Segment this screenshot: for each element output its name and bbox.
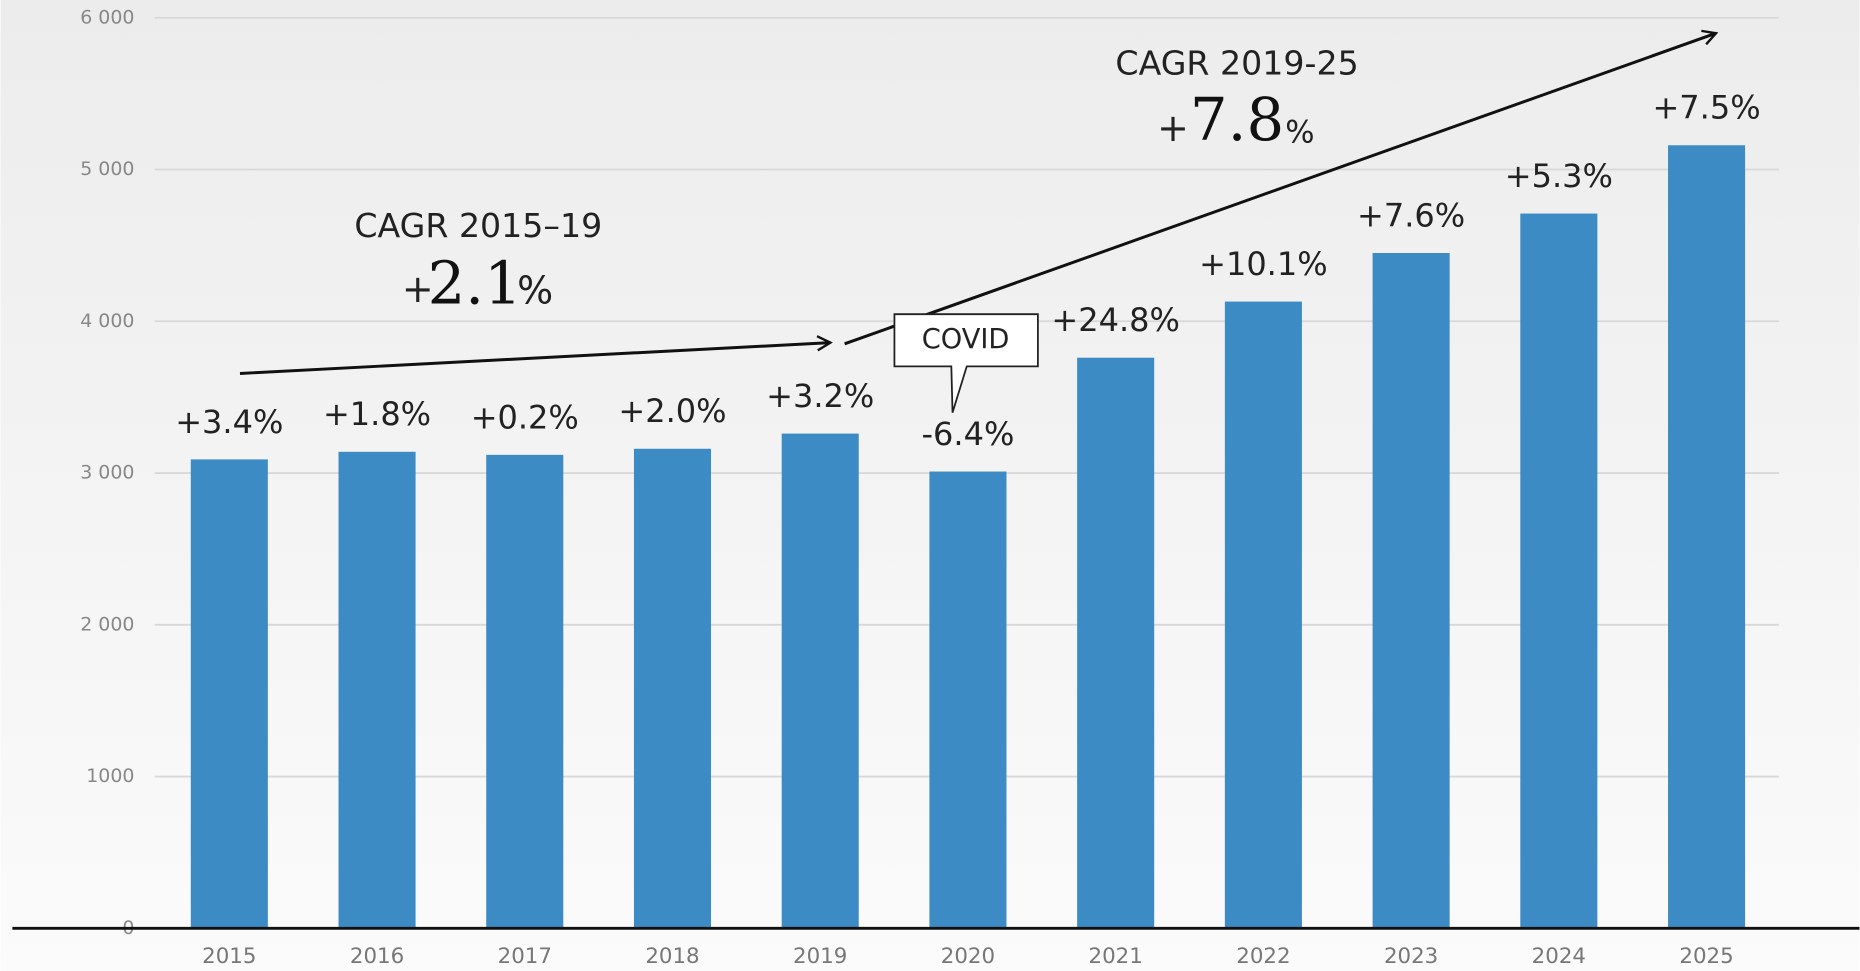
trend-arrow <box>844 33 1716 346</box>
bar <box>781 433 859 929</box>
x-tick-label: 2019 <box>793 944 847 969</box>
annotation-sign: + <box>402 267 434 311</box>
x-tick-label: 2015 <box>202 944 256 969</box>
bar <box>190 459 268 929</box>
y-tick-label: 3 000 <box>80 462 134 484</box>
annotation-title: CAGR 2015–19 <box>354 206 602 245</box>
annotation-unit: % <box>1285 114 1314 150</box>
annotation-unit: % <box>517 268 553 312</box>
x-tick-label: 2025 <box>1679 944 1733 969</box>
annotation-sign: + <box>1157 106 1189 150</box>
callout-box <box>893 313 1039 413</box>
bar <box>338 451 416 929</box>
bar <box>486 454 564 929</box>
growth-label: +1.8% <box>323 395 431 433</box>
growth-label: +7.5% <box>1653 89 1761 127</box>
bar <box>633 448 712 929</box>
x-tick-label: 2022 <box>1236 944 1290 969</box>
x-tick-label: 2023 <box>1384 944 1438 969</box>
annotation-value: 7.8 <box>1190 85 1284 154</box>
growth-label: +3.2% <box>766 377 874 415</box>
growth-label: +5.3% <box>1505 157 1613 195</box>
bar <box>1077 357 1155 929</box>
y-tick-label: 4 000 <box>80 310 134 332</box>
x-tick-label: 2018 <box>645 944 699 969</box>
growth-label: +24.8% <box>1051 301 1179 339</box>
bar <box>1520 213 1598 929</box>
annotation-value: 2.1 <box>428 249 522 318</box>
bar <box>929 471 1007 929</box>
bar <box>1224 301 1302 929</box>
x-tick-label: 2024 <box>1532 944 1586 969</box>
callout-text: COVID <box>922 324 1010 355</box>
growth-label: +10.1% <box>1199 245 1327 283</box>
trend-arrow <box>239 343 830 375</box>
growth-label: +3.4% <box>175 403 283 441</box>
x-tick-label: 2017 <box>498 944 552 969</box>
annotation-title: CAGR 2019-25 <box>1115 44 1358 83</box>
y-tick-label: 1000 <box>86 765 134 787</box>
growth-label: +7.6% <box>1357 196 1465 234</box>
growth-label: +0.2% <box>471 398 579 436</box>
growth-label: +2.0% <box>618 392 726 430</box>
y-tick-label: 5 000 <box>80 158 134 180</box>
bar <box>1668 145 1746 929</box>
growth-label: -6.4% <box>922 415 1015 453</box>
x-tick-label: 2016 <box>350 944 404 969</box>
bar <box>1372 253 1450 929</box>
y-tick-label: 2 000 <box>80 613 134 635</box>
x-tick-label: 2021 <box>1089 944 1143 969</box>
y-tick-label: 6 000 <box>80 6 134 28</box>
x-tick-label: 2020 <box>941 944 995 969</box>
